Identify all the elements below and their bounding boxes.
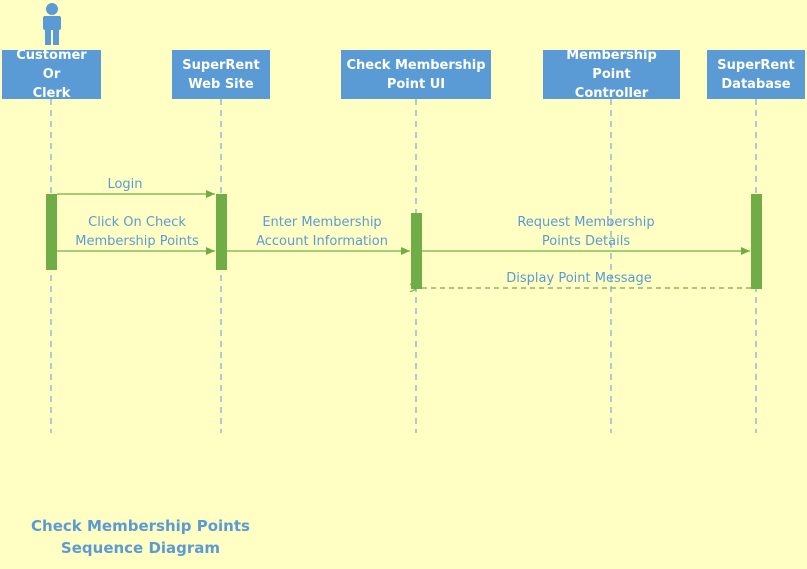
- activation-database: [751, 194, 762, 289]
- lifeline-box-website: SuperRent Web Site: [172, 50, 270, 99]
- lifeline-box-database: SuperRent Database: [707, 50, 805, 99]
- message-label-click-check: Click On Check Membership Points: [75, 215, 199, 249]
- message-label-enter-account: Enter Membership Account Information: [256, 215, 388, 249]
- activation-customer: [46, 194, 57, 270]
- message-label-display-point: Display Point Message: [506, 271, 652, 286]
- message-label-request-details: Request Membership Points Details: [517, 215, 655, 249]
- diagram-title: Check Membership Points Sequence Diagram: [31, 517, 250, 557]
- message-label-login: Login: [107, 177, 143, 192]
- person-icon: [43, 3, 61, 45]
- activation-ui: [411, 213, 422, 289]
- lifeline-box-ui: Check Membership Point UI: [341, 50, 491, 99]
- lifeline-box-customer: Customer Or Clerk: [2, 48, 101, 101]
- lifeline-box-controller: Membership Point Controller: [543, 48, 680, 101]
- activation-website: [216, 194, 227, 270]
